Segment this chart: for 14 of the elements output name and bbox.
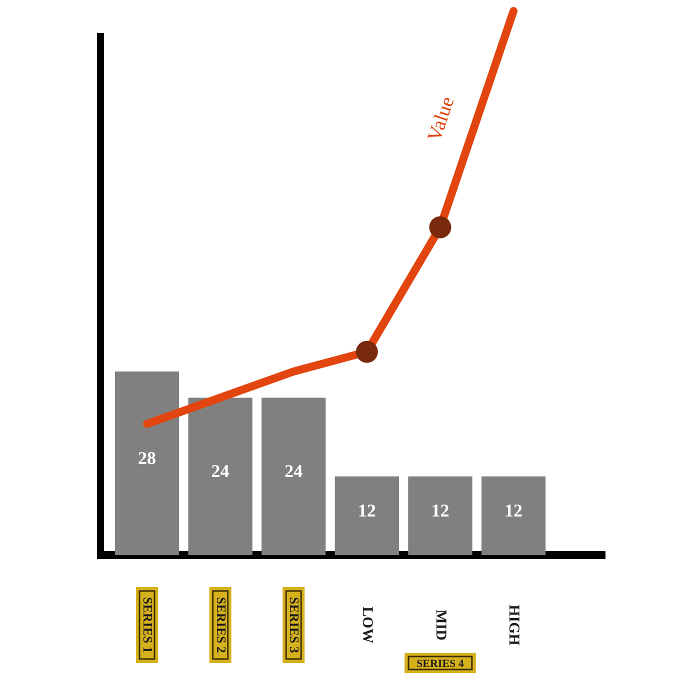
- x-tick-label: SERIES 2: [214, 597, 229, 653]
- data-label: 12: [358, 500, 376, 520]
- data-label: 24: [211, 461, 230, 482]
- x-tick-label: LOW: [359, 606, 376, 644]
- data-label: 12: [504, 500, 523, 520]
- text: SERIES 4: [416, 658, 464, 670]
- x-tick-label: SERIES 1: [140, 597, 156, 653]
- x-tick-label: HIGH: [506, 604, 522, 646]
- x-tick-label: SERIES 3: [287, 597, 302, 654]
- text: Value: [424, 94, 459, 144]
- data-label: 12: [431, 500, 450, 520]
- data-label: 24: [284, 461, 303, 482]
- x-tick-label: MID: [432, 610, 448, 641]
- data-label: 28: [138, 448, 156, 468]
